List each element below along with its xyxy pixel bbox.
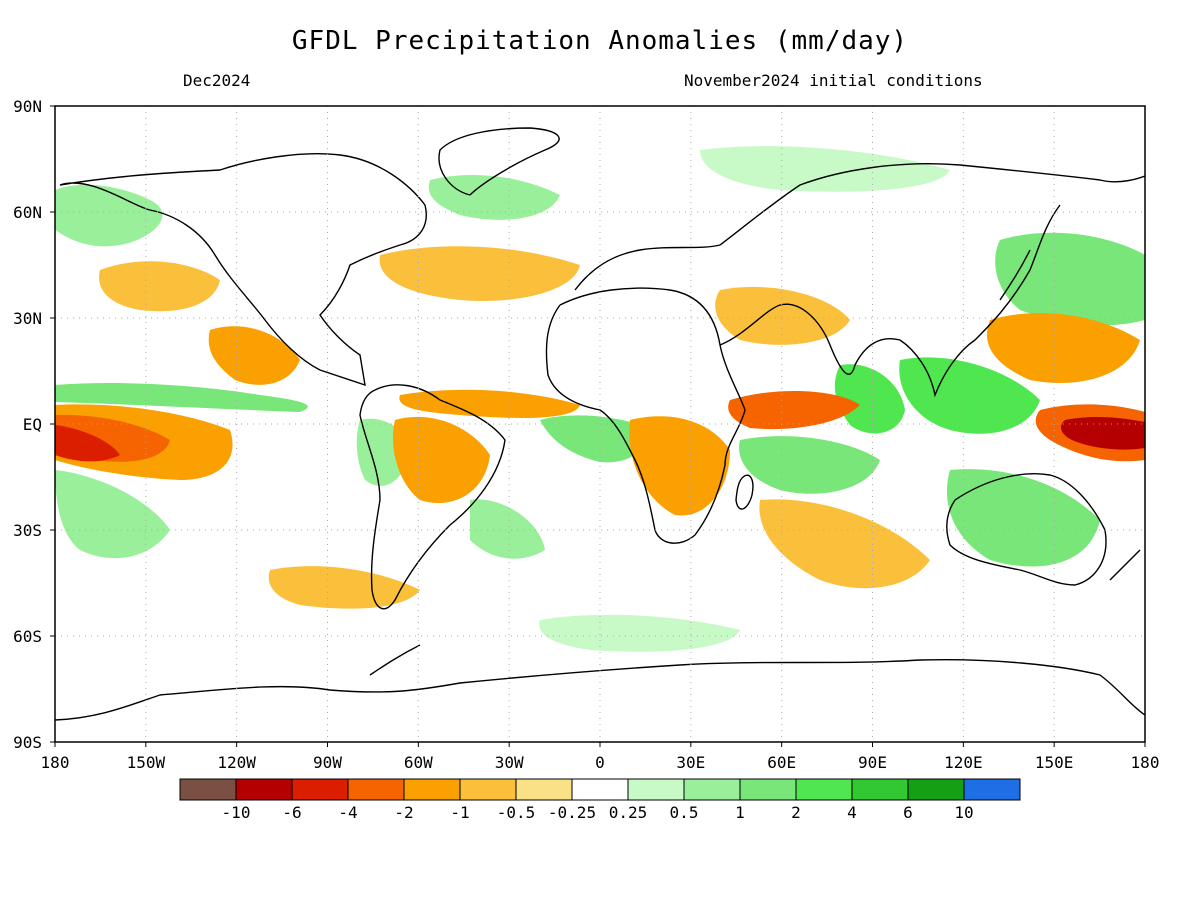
africa-outline <box>545 287 746 544</box>
colorbar-swatch <box>627 778 685 801</box>
lon-tick-label: 30E <box>676 753 705 772</box>
dry-anomaly-atlantic-itcz <box>399 389 580 418</box>
dry-anomaly-southern-indian-ocean <box>759 499 930 589</box>
colorbar-labels: -10 -6 -4 -2 -1 -0.5 -0.25 0.25 0.5 1 2 4 6 10 <box>222 803 974 822</box>
dry-anomaly-north-atlantic <box>379 246 580 301</box>
lon-tick-label: 90E <box>858 753 887 772</box>
longitude-axis: 180 150W 120W 90W 60W 30W 0 30E 60E 90E 120E 150E 18… <box>41 742 1160 772</box>
colorbar-label: -1 <box>450 803 469 822</box>
colorbar-label: 0.5 <box>670 803 699 822</box>
colorbar-swatch <box>347 778 405 801</box>
lon-tick-label: 0 <box>595 753 605 772</box>
lat-tick-label: 30N <box>13 309 42 328</box>
colorbar-swatch <box>683 778 741 801</box>
dry-anomaly-east-africa-indian-ocean <box>728 390 860 430</box>
colorbar-swatch <box>403 778 461 801</box>
wet-anomaly-south-pacific <box>55 470 170 559</box>
dry-anomaly-africa <box>629 416 730 516</box>
lon-tick-label: 90W <box>313 753 342 772</box>
colorbar-label: -2 <box>394 803 413 822</box>
dry-anomaly-argentina <box>268 566 420 609</box>
wet-anomaly-indian-ocean <box>739 436 880 494</box>
wet-anomaly-northwest-pacific <box>995 232 1145 326</box>
lat-tick-label: EQ <box>23 415 42 434</box>
colorbar-label: -0.5 <box>497 803 536 822</box>
wet-anomaly-maritime-continent <box>899 357 1040 434</box>
colorbar-label: -6 <box>282 803 301 822</box>
colorbar-label: 1 <box>735 803 745 822</box>
colorbar <box>179 778 1021 801</box>
south-america-outline <box>359 384 506 610</box>
lat-tick-label: 90N <box>13 97 42 116</box>
colorbar-swatch <box>739 778 797 801</box>
lat-tick-label: 60N <box>13 203 42 222</box>
colorbar-swatch <box>571 778 629 801</box>
colorbar-swatch <box>179 778 237 801</box>
greenland-outline <box>438 127 560 196</box>
antarctic-peninsula-outline <box>369 644 421 676</box>
wet-anomaly-bay-of-bengal <box>834 364 905 434</box>
colorbar-label: 10 <box>954 803 973 822</box>
gridlines <box>55 106 1145 742</box>
dry-anomaly-east-pacific-mexico <box>208 326 300 385</box>
antarctica-outline <box>55 658 1145 721</box>
north-america-outline <box>59 152 427 387</box>
lon-tick-label: 150E <box>1035 753 1074 772</box>
lon-tick-label: 120W <box>217 753 256 772</box>
colorbar-label: 0.25 <box>609 803 648 822</box>
colorbar-swatch <box>963 778 1021 801</box>
lon-tick-label: 150W <box>127 753 166 772</box>
colorbar-label: 2 <box>791 803 801 822</box>
dry-anomaly-western-pacific-core <box>1060 416 1145 450</box>
wet-anomaly-north-atlantic <box>428 175 560 220</box>
colorbar-swatch <box>795 778 853 801</box>
wet-anomaly-north-pacific <box>55 184 163 247</box>
anomaly-field <box>55 146 1145 652</box>
wet-anomaly-west-africa <box>540 415 643 463</box>
wet-anomaly-south-atlantic <box>470 499 545 559</box>
dry-anomaly-equatorial-pacific-center <box>55 425 120 462</box>
dry-anomaly-north-pacific <box>99 261 220 312</box>
colorbar-label: 4 <box>847 803 857 822</box>
lon-tick-label: 120E <box>944 753 983 772</box>
colorbar-label: 6 <box>903 803 913 822</box>
colorbar-label: -4 <box>338 803 357 822</box>
colorbar-swatch <box>907 778 965 801</box>
chart-title: GFDL Precipitation Anomalies (mm/day) <box>291 26 909 56</box>
lon-tick-label: 180 <box>1131 753 1160 772</box>
eurasia-outline <box>574 163 1145 398</box>
lon-tick-label: 30W <box>495 753 524 772</box>
lon-tick-label: 180 <box>41 753 70 772</box>
wet-anomaly-siberia <box>700 146 950 192</box>
colorbar-label: -0.25 <box>548 803 596 822</box>
colorbar-swatch <box>851 778 909 801</box>
colorbar-swatch <box>515 778 573 801</box>
colorbar-swatch <box>459 778 517 801</box>
wet-anomaly-east-pacific-band <box>55 383 308 412</box>
dry-anomaly-middle-east <box>715 286 850 345</box>
wet-anomaly-australia <box>946 469 1100 567</box>
coastlines <box>55 127 1145 721</box>
madagascar-outline <box>735 474 754 510</box>
colorbar-swatch <box>291 778 349 801</box>
lat-tick-label: 90S <box>13 733 42 752</box>
lon-tick-label: 60E <box>767 753 796 772</box>
valid-month-label: Dec2024 <box>183 71 251 90</box>
latitude-axis: 90N 60N 30N EQ 30S 60S 90S <box>13 97 55 752</box>
new-zealand-outline <box>1109 549 1141 581</box>
colorbar-label: -10 <box>222 803 251 822</box>
init-conditions-label: November2024 initial conditions <box>684 71 983 90</box>
dry-anomaly-subtropical-northwest-pacific <box>986 312 1140 384</box>
lon-tick-label: 60W <box>404 753 433 772</box>
australia-outline <box>946 473 1107 586</box>
dry-anomaly-brazil <box>392 416 490 503</box>
lat-tick-label: 60S <box>13 627 42 646</box>
japan-outline <box>999 249 1031 301</box>
lat-tick-label: 30S <box>13 521 42 540</box>
colorbar-swatch <box>235 778 293 801</box>
wet-anomaly-southern-ocean <box>539 614 740 652</box>
